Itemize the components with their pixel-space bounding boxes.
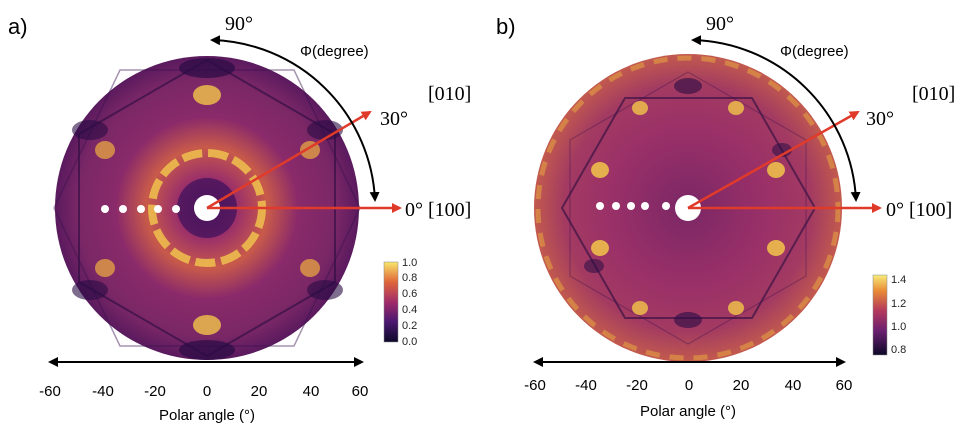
colorbar-tick: 0.0 (402, 336, 417, 348)
x-tick: 20 (733, 377, 750, 394)
panel-label: a) (8, 14, 28, 39)
phi-axis-label: Φ(degree) (780, 43, 849, 60)
colorbar-tick: 1.4 (891, 274, 906, 286)
x-tick: 60 (836, 377, 853, 394)
colorbar-tick: 1.0 (891, 321, 906, 333)
phi-axis-label: Φ(degree) (300, 43, 369, 60)
x-axis-label: Polar angle (°) (159, 407, 255, 424)
x-tick: 40 (785, 377, 802, 394)
colorbar: 1.4 1.2 1.0 0.8 (872, 274, 906, 356)
x-tick: 0 (685, 377, 693, 394)
angle-30-label: 30° (866, 108, 894, 130)
phi-90-label: 90° (706, 13, 734, 35)
dir-100-label: 0° [100] (886, 199, 952, 221)
colorbar-tick: 0.4 (402, 304, 417, 316)
x-tick: -40 (92, 383, 114, 400)
panel-b: b) (496, 13, 955, 420)
phi-arc-arrow (210, 35, 380, 202)
x-axis-label: Polar angle (°) (640, 403, 736, 420)
phi-arc-arrow (691, 35, 861, 202)
x-tick: -20 (144, 383, 166, 400)
x-tick: 40 (303, 383, 320, 400)
x-tick: -60 (39, 383, 61, 400)
x-tick: -20 (626, 377, 648, 394)
colorbar-tick: 1.2 (891, 298, 906, 310)
dir-100-label: 0° [100] (405, 199, 471, 221)
colorbar-tick: 0.2 (402, 320, 417, 332)
dir-010-label: [010] (428, 83, 471, 105)
colorbar: 1.0 0.8 0.6 0.4 0.2 0.0 (383, 257, 417, 348)
dir-010-label: [010] (912, 83, 955, 105)
colorbar-tick: 1.0 (402, 257, 417, 269)
panel-a: a) (8, 13, 471, 424)
phi-90-label: 90° (225, 13, 253, 35)
x-tick: 0 (203, 383, 211, 400)
colorbar-tick: 0.8 (891, 344, 906, 356)
x-tick: -60 (524, 377, 546, 394)
x-tick: 20 (251, 383, 268, 400)
panel-label: b) (496, 14, 516, 39)
angle-30-label: 30° (380, 108, 408, 130)
x-tick: -40 (575, 377, 597, 394)
colorbar-tick: 0.6 (402, 288, 417, 300)
x-tick: 60 (352, 383, 369, 400)
colorbar-tick: 0.8 (402, 272, 417, 284)
